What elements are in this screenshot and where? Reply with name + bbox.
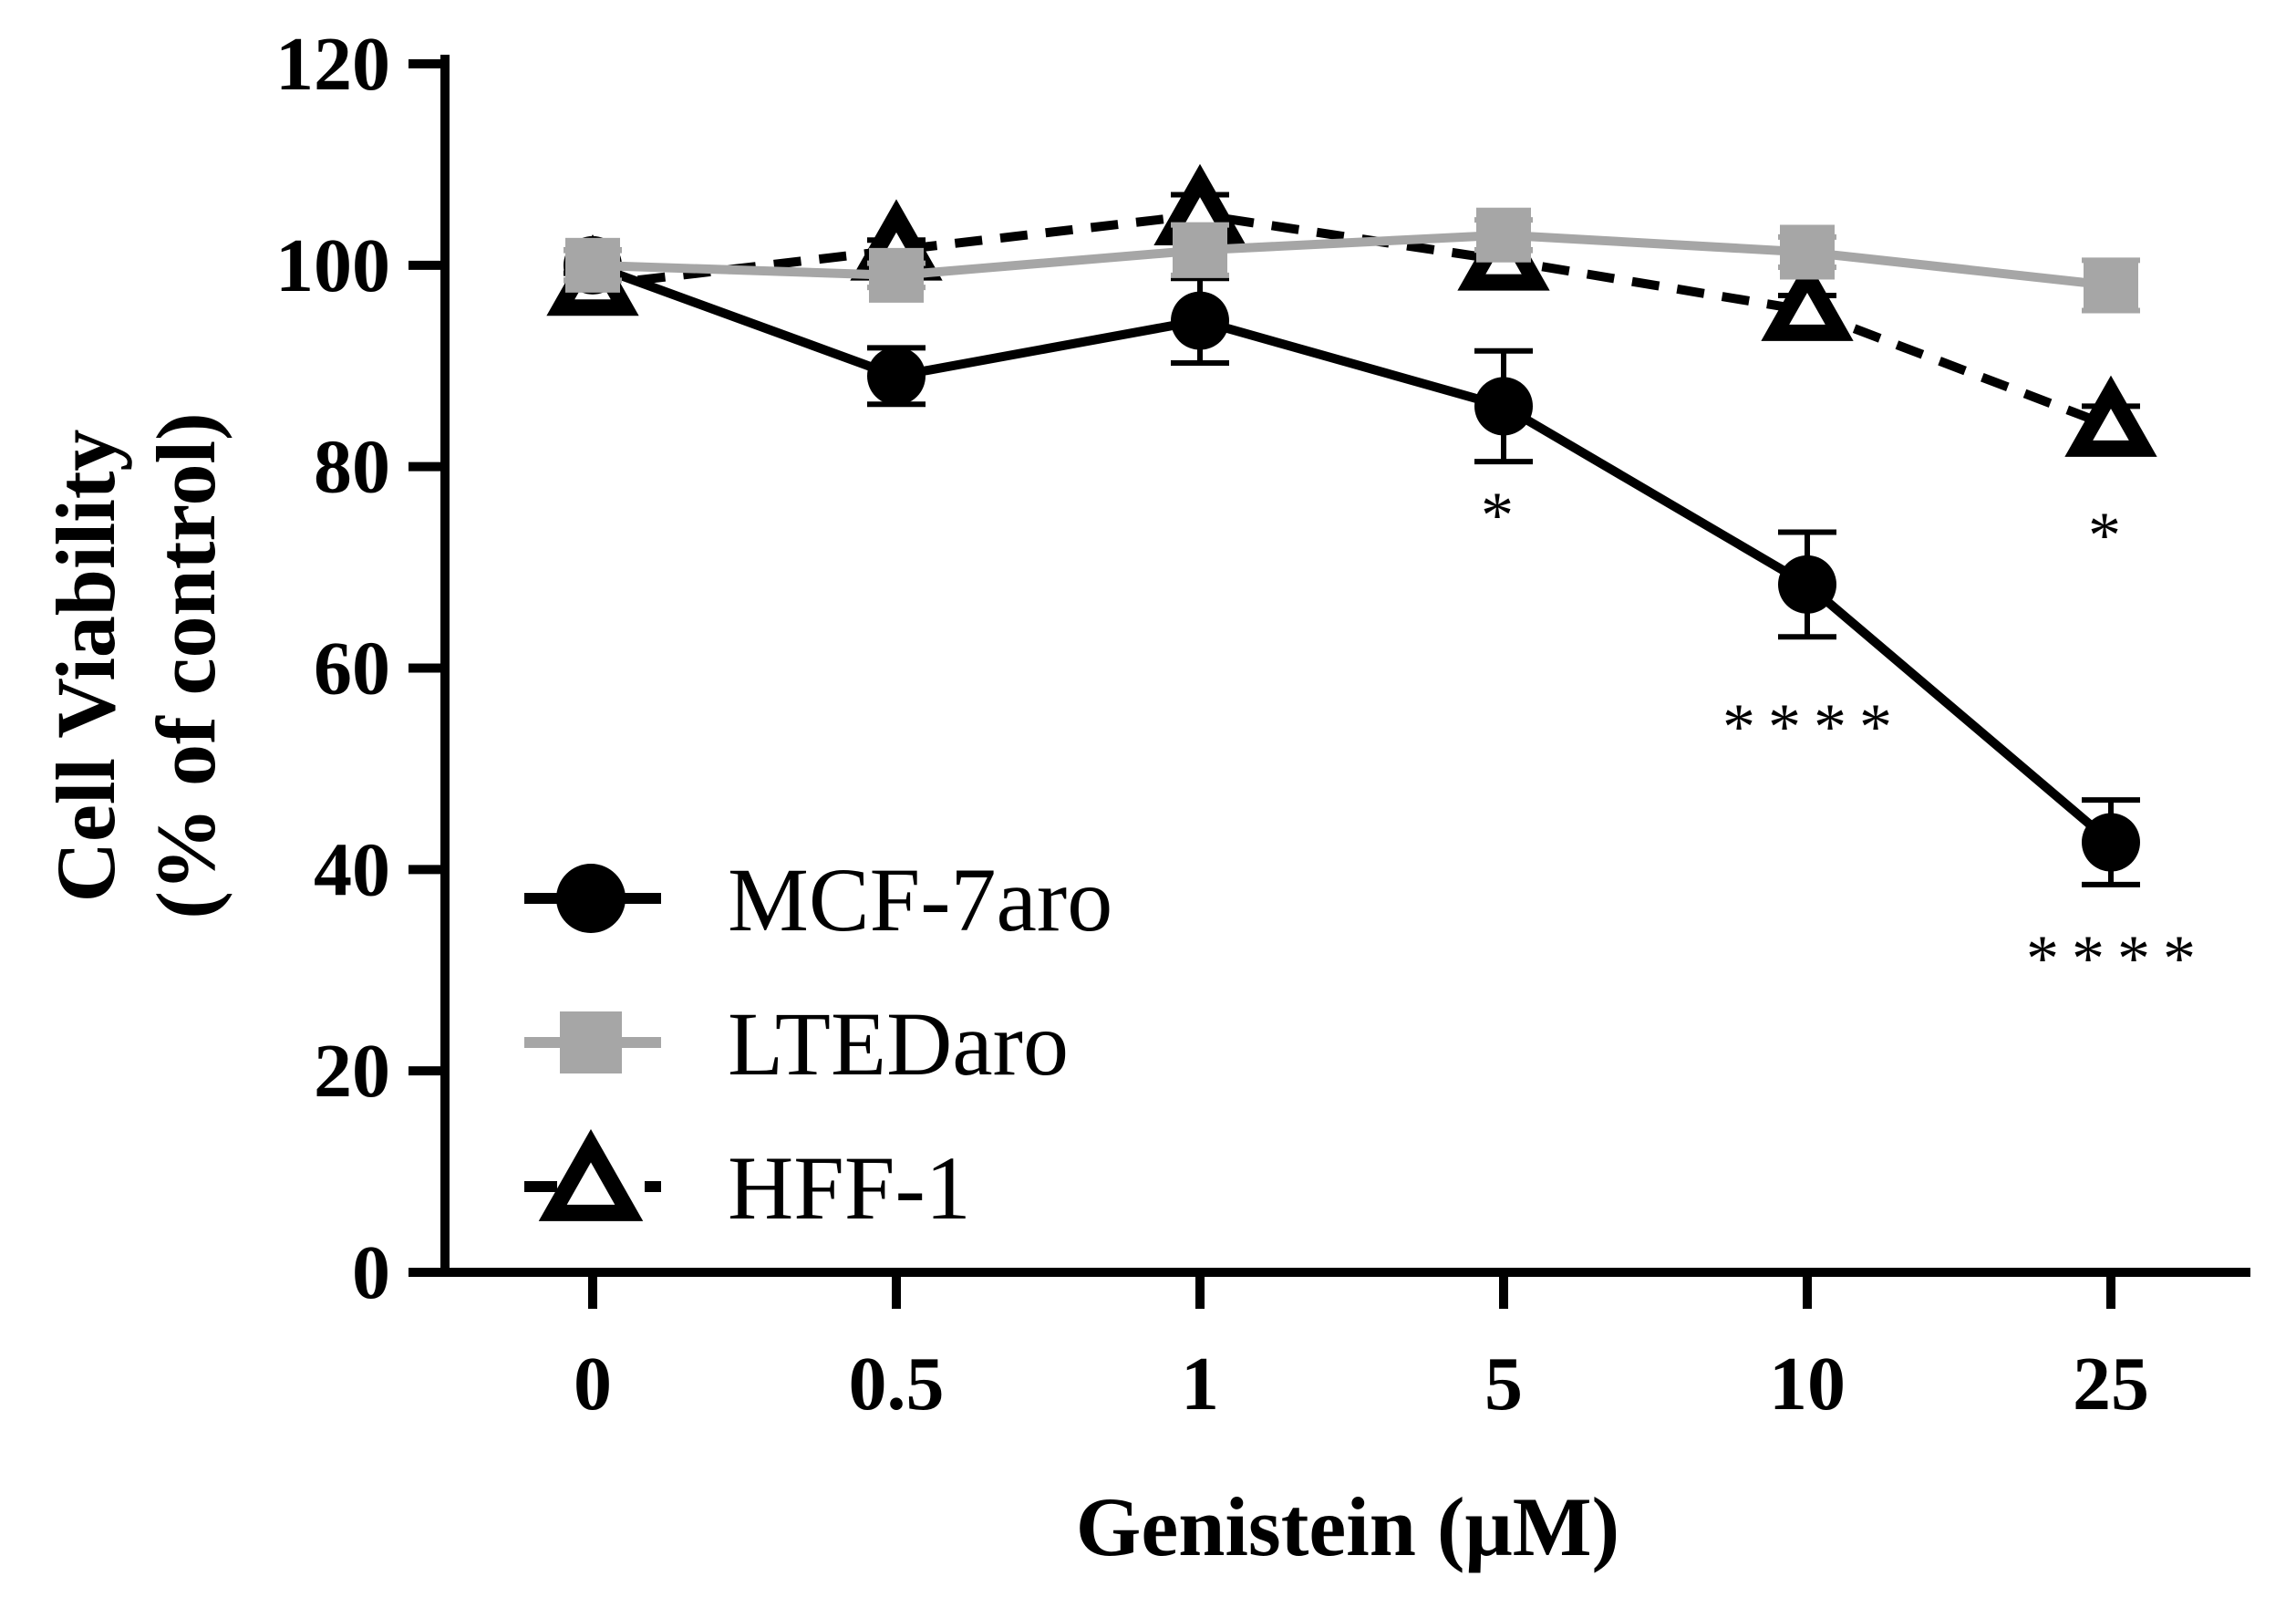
data-point-ltedaro-5 [1476, 207, 1531, 263]
legend-item-ltedaro: LTEDaro [524, 993, 1069, 1094]
data-point-ltedaro-10 [1780, 224, 1835, 280]
y-tick-label-40: 40 [314, 827, 390, 912]
series-ltedaro [564, 207, 2140, 314]
x-tick-label-0: 0 [574, 1342, 612, 1426]
y-tick-label-120: 120 [275, 22, 390, 107]
legend-marker-hff-1 [538, 1129, 644, 1221]
y-tick-label-20: 20 [314, 1029, 390, 1114]
significance-annotation-1: * [1481, 479, 1526, 552]
x-tick-label-5: 5 [1484, 1342, 1523, 1426]
y-tick-label-80: 80 [314, 425, 390, 510]
annotation-layer: ********** [1481, 479, 2208, 995]
y-axis-title-line-1: Cell Viability [39, 430, 132, 903]
series-hff-1 [546, 163, 2157, 457]
series-line-hff-1 [592, 210, 2113, 431]
data-point-ltedaro-25 [2084, 257, 2138, 313]
data-point-mcf-7aro-25 [2082, 813, 2140, 872]
data-point-ltedaro-0 [565, 237, 620, 293]
legend-item-mcf-7aro: MCF-7aro [524, 849, 1112, 950]
series-line-ltedaro [592, 230, 2112, 290]
legend-item-hff-1: HFF-1 [524, 1129, 971, 1239]
data-point-mcf-7aro-5 [1474, 377, 1533, 436]
data-point-ltedaro-1 [1173, 223, 1227, 278]
data-point-hff-1-25 [2064, 375, 2157, 457]
data-point-mcf-7aro-10 [1778, 555, 1836, 614]
y-axis-title-line-2: (% of control) [140, 412, 233, 918]
x-tick-label-0.5: 0.5 [849, 1342, 945, 1426]
x-tick-label-1: 1 [1181, 1342, 1219, 1426]
y-ticks: 0 20 40 60 80 100 120 [275, 22, 445, 1315]
legend-label-mcf-7aro: MCF-7aro [728, 849, 1112, 950]
series-line-mcf-7aro [591, 261, 2115, 846]
legend-label-hff-1: HFF-1 [728, 1137, 971, 1239]
x-ticks: 0 0.5 1 5 10 25 [574, 1272, 2149, 1426]
y-tick-label-60: 60 [314, 627, 390, 711]
legend-label-ltedaro: LTEDaro [728, 993, 1069, 1094]
series-mcf-7aro [564, 235, 2140, 887]
data-point-hff-1-10 [1761, 259, 1854, 341]
data-point-mcf-7aro-1 [1171, 291, 1229, 350]
y-tick-label-0: 0 [352, 1230, 390, 1315]
data-point-mcf-7aro-0.5 [867, 347, 926, 406]
significance-annotation-4: **** [2026, 922, 2208, 995]
significance-annotation-3: * [2088, 499, 2134, 572]
y-tick-label-100: 100 [275, 223, 390, 308]
legend: MCF-7aro LTEDaro HFF-1 [524, 849, 1112, 1239]
legend-marker-mcf-7aro [556, 864, 626, 933]
x-tick-label-25: 25 [2073, 1342, 2149, 1426]
axes [440, 55, 2250, 1277]
series-layer [546, 163, 2157, 887]
legend-marker-ltedaro [560, 1011, 622, 1073]
x-tick-label-10: 10 [1769, 1342, 1846, 1426]
data-point-ltedaro-0.5 [869, 247, 924, 303]
x-axis-title: Genistein (μM) [1076, 1480, 1619, 1573]
significance-annotation-2: **** [1722, 690, 1905, 763]
